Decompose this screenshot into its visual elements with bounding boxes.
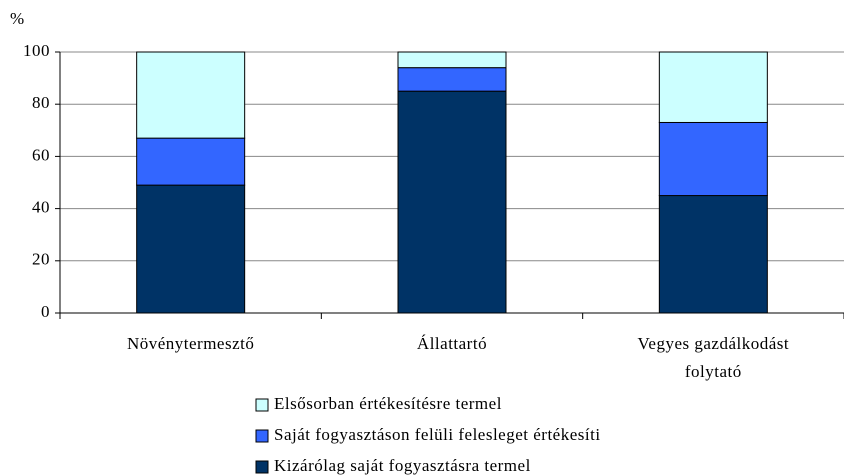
- legend-swatch: [255, 398, 269, 412]
- legend-swatch: [255, 460, 269, 474]
- x-tick-label: Vegyes gazdálkodást folytató: [638, 334, 790, 381]
- bar-segment: [658, 195, 768, 314]
- bar-segment: [136, 184, 246, 314]
- bar-segment: [397, 67, 507, 92]
- y-tick-label: 40: [32, 198, 50, 217]
- legend-label: Saját fogyasztáson felüli felesleget ért…: [274, 425, 601, 444]
- y-tick-label: 80: [32, 93, 50, 112]
- y-tick-label: 20: [32, 250, 50, 269]
- legend-label: Elsősorban értékesítésre termel: [274, 394, 502, 413]
- bar-segment: [136, 51, 246, 139]
- x-tick-label: Növénytermesztő: [127, 334, 254, 353]
- bar-segment: [136, 137, 246, 186]
- y-tick-label: 60: [32, 145, 50, 164]
- bar-segment: [397, 90, 507, 314]
- legend-swatch: [255, 429, 269, 443]
- legend-label: Kizárólag saját fogyasztásra termel: [274, 456, 531, 475]
- y-tick-label: 0: [41, 302, 50, 321]
- bar-segment: [397, 51, 507, 69]
- y-axis-label: %: [10, 9, 25, 28]
- x-tick-label: Állattartó: [417, 334, 487, 353]
- y-tick-label: 100: [23, 41, 50, 60]
- bar-segment: [658, 121, 768, 197]
- bar-segment: [658, 51, 768, 123]
